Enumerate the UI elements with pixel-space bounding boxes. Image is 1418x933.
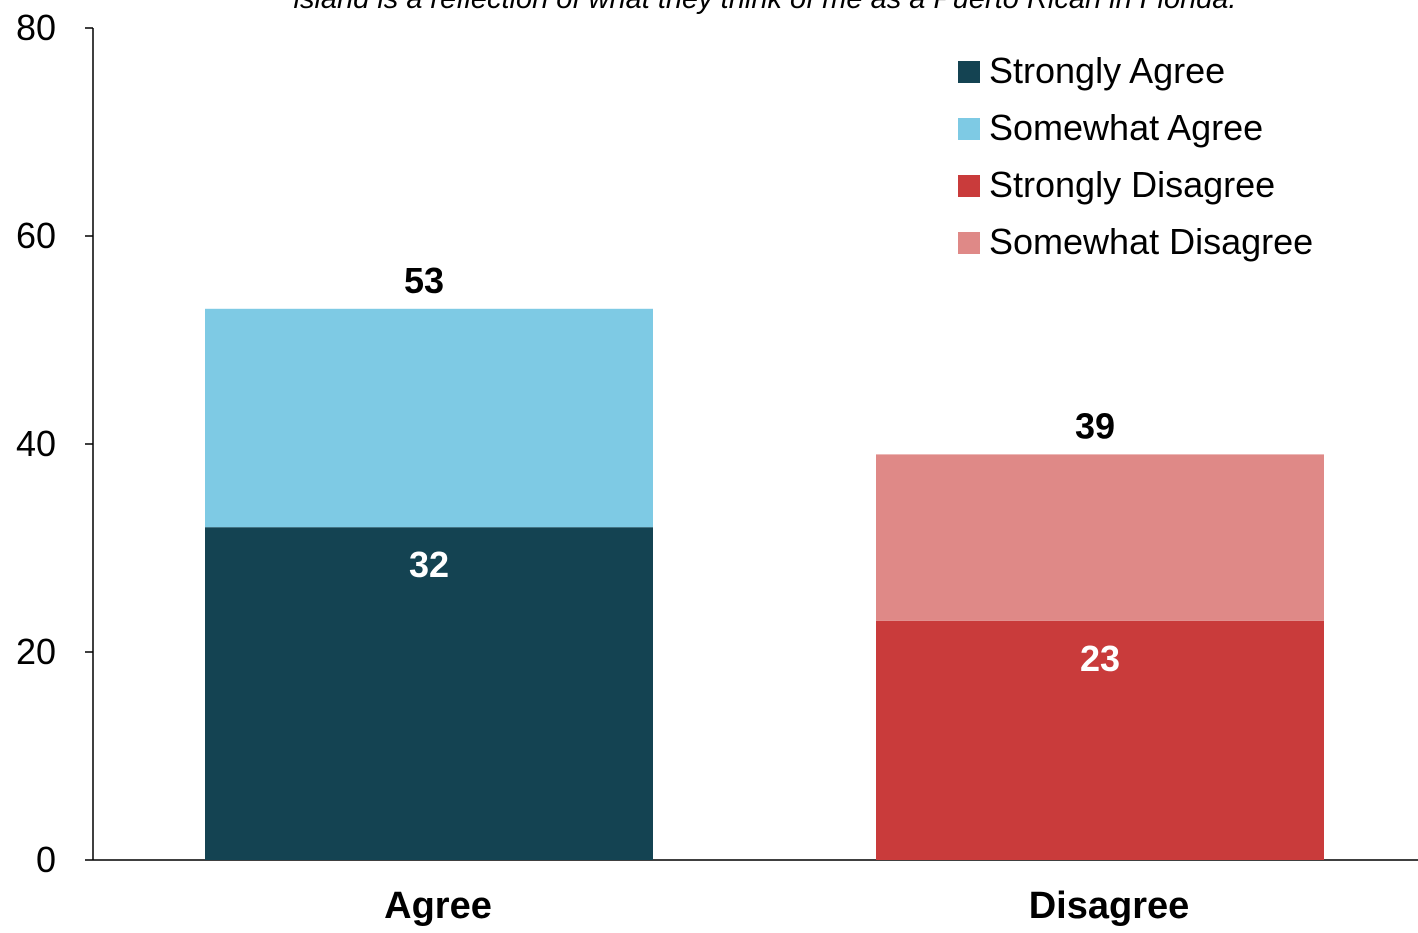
y-tick-label: 60 <box>16 215 56 256</box>
y-tick-label: 0 <box>36 839 56 880</box>
y-tick-label: 40 <box>16 423 56 464</box>
segment-value-label: 32 <box>409 544 449 585</box>
bar-segment <box>205 527 653 860</box>
legend-swatch <box>958 118 980 140</box>
x-category-label: Disagree <box>1029 885 1190 927</box>
bars <box>205 308 1324 860</box>
legend-label: Strongly Agree <box>989 50 1225 91</box>
data-labels: 32 23 53 39 <box>404 260 1120 679</box>
legend-label: Strongly Disagree <box>989 164 1275 205</box>
legend-swatch <box>958 175 980 197</box>
legend-label: Somewhat Agree <box>989 107 1263 148</box>
bar-total-label: 39 <box>1075 405 1115 446</box>
segment-value-label: 23 <box>1080 638 1120 679</box>
axes: 0 20 40 60 80 Agree Disagree <box>16 7 1418 927</box>
bar-segment <box>876 454 1324 621</box>
chart-title: island is a reflection of what they thin… <box>294 0 1237 15</box>
legend: Strongly Agree Somewhat Agree Strongly Dis… <box>958 50 1313 262</box>
bar-segment <box>205 308 653 528</box>
bar-segment <box>876 620 1324 860</box>
y-tick-label: 20 <box>16 631 56 672</box>
legend-swatch <box>958 232 980 254</box>
bar-total-label: 53 <box>404 260 444 301</box>
x-category-label: Agree <box>384 885 492 927</box>
y-tick-label: 80 <box>16 7 56 48</box>
legend-label: Somewhat Disagree <box>989 221 1313 262</box>
legend-swatch <box>958 61 980 83</box>
